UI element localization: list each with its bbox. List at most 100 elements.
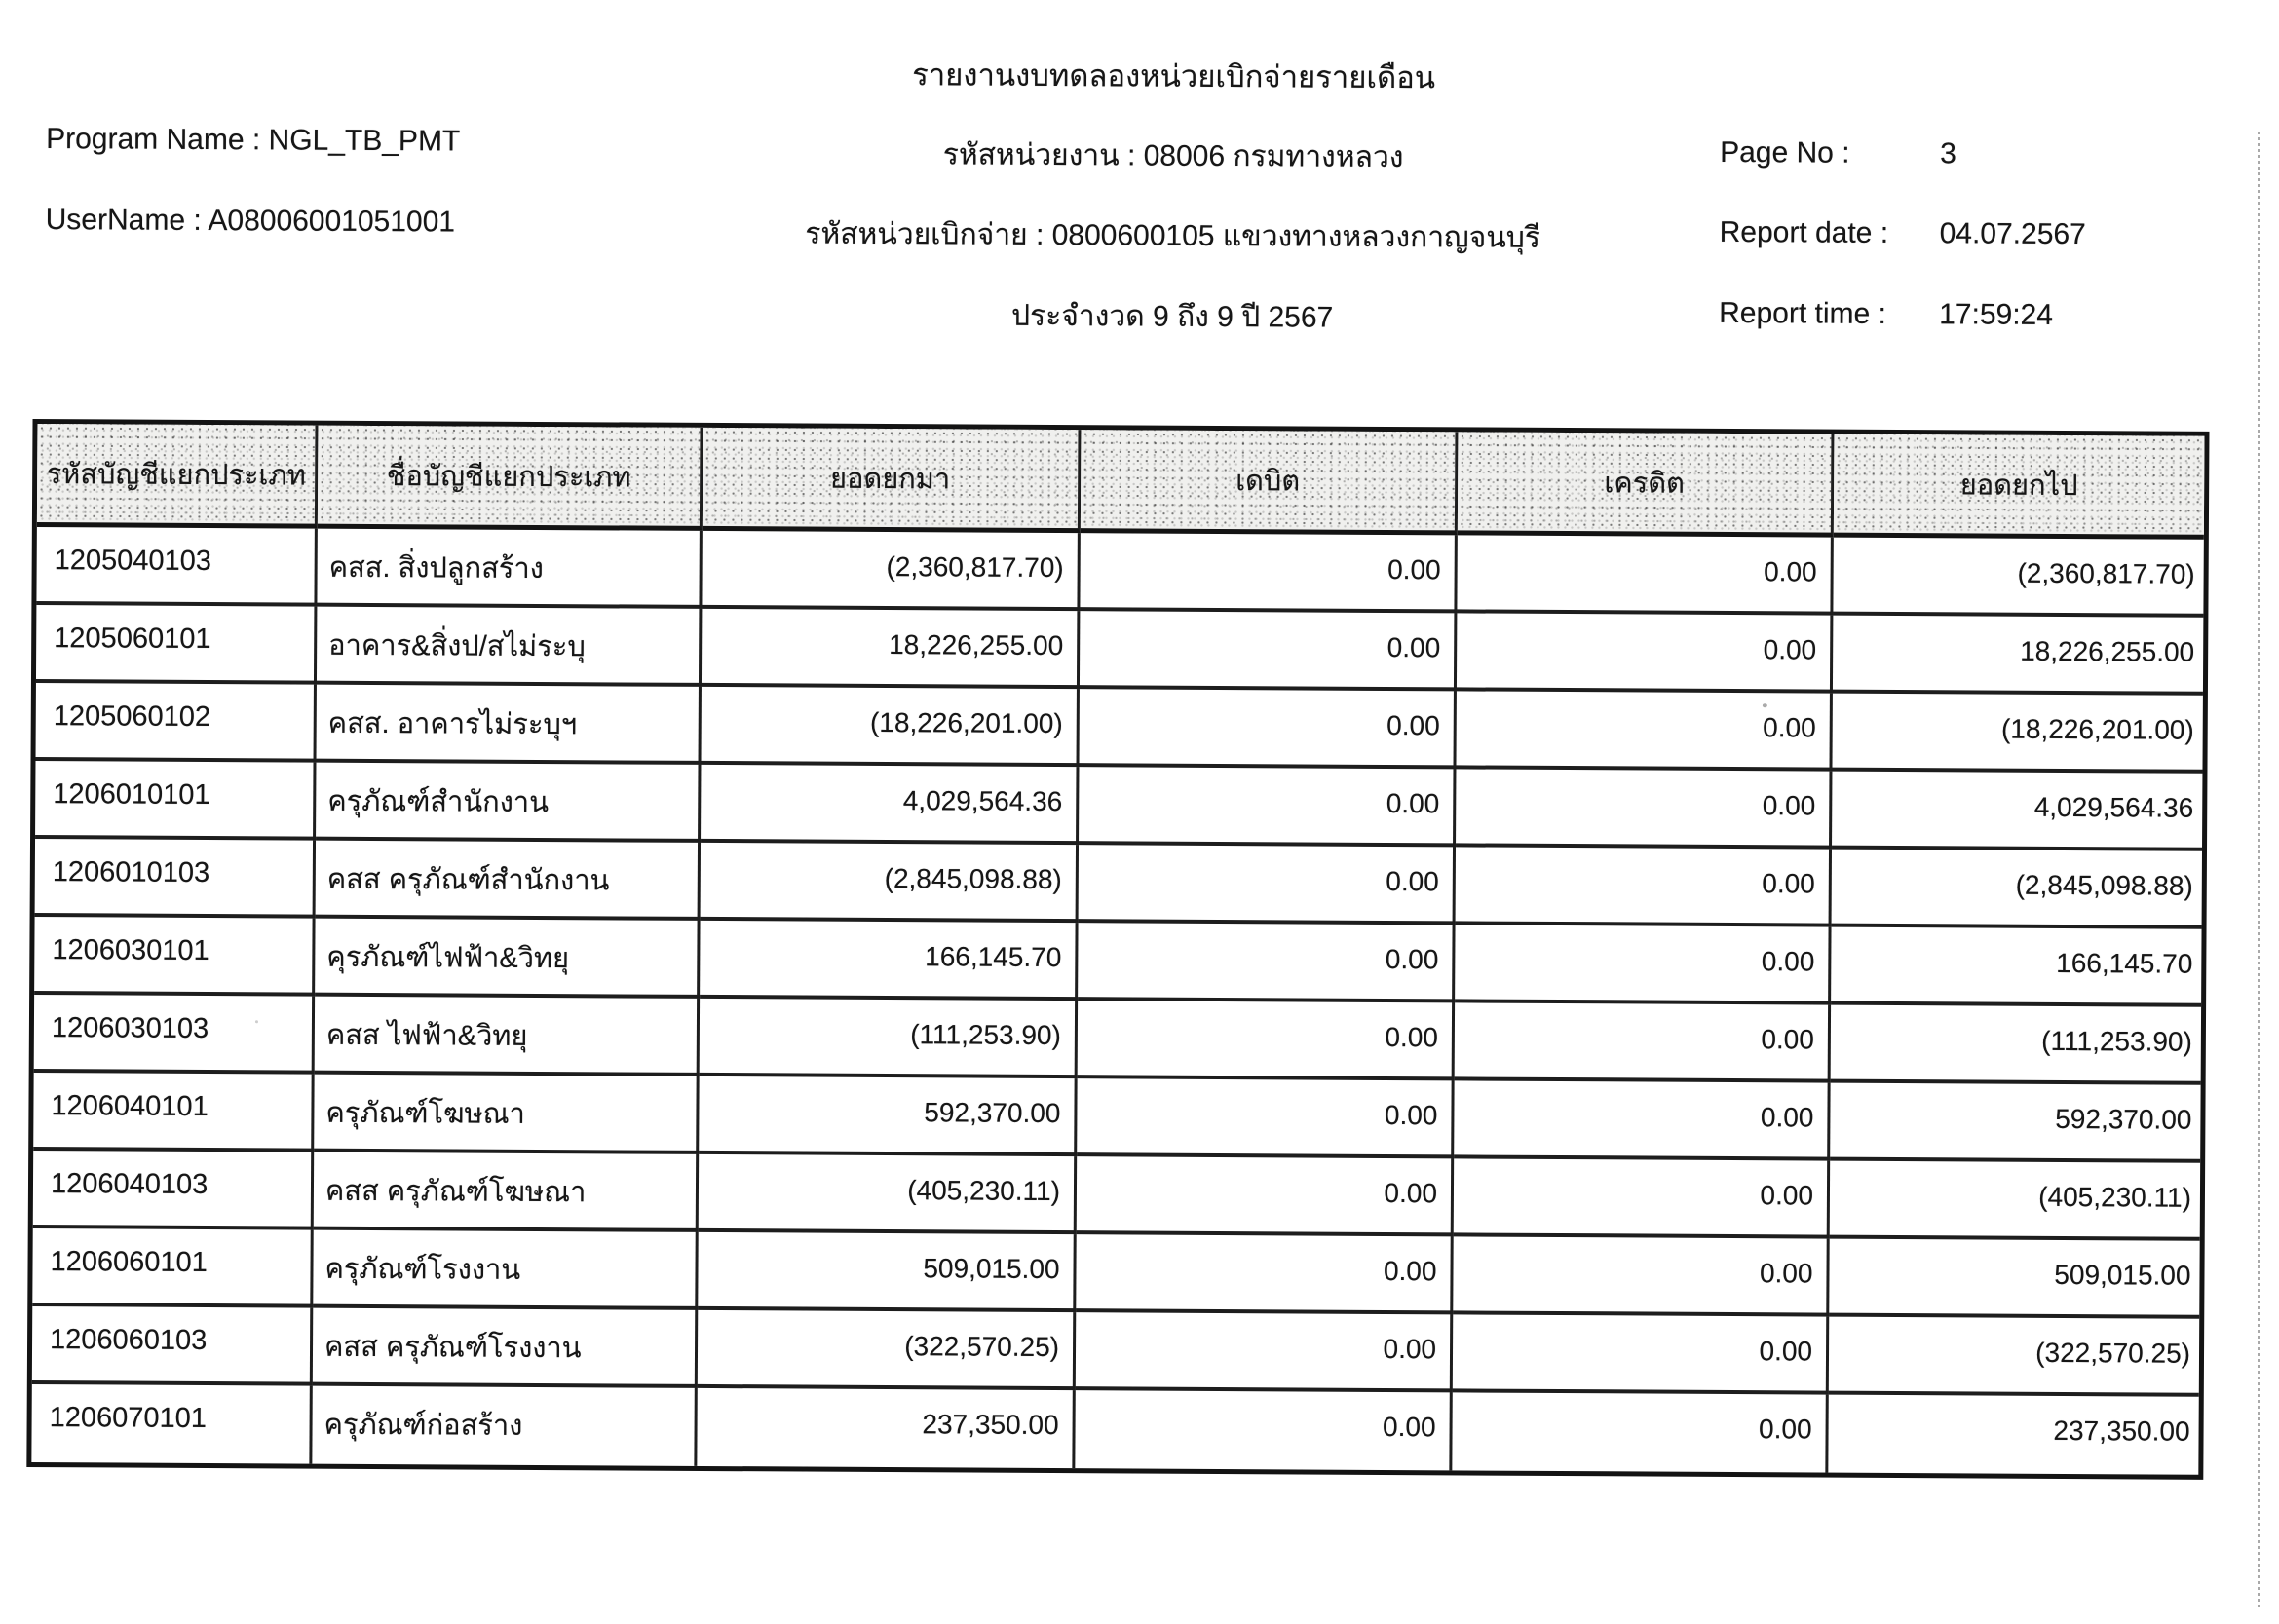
ending-balance-cell: (111,253.90) [1830, 1004, 2202, 1085]
account-name-cell: คสส ครุภัณฑ์โฆษณา [313, 1152, 700, 1232]
debit-cell: 0.00 [1077, 1001, 1456, 1081]
ending-balance-cell: 4,029,564.36 [1832, 771, 2203, 851]
account-name-cell: คสส. สิ่งปลูกสร้าง [317, 528, 703, 609]
beginning-balance-cell: (18,226,201.00) [701, 686, 1080, 768]
credit-cell: 0.00 [1453, 1236, 1830, 1317]
debit-cell: 0.00 [1078, 923, 1456, 1003]
ending-balance-cell: 592,370.00 [1830, 1082, 2201, 1163]
program-name-line: Program Name : NGL_TB_PMT [46, 123, 460, 158]
scan-speck [1762, 703, 1767, 708]
username-value: A08006001051001 [208, 205, 456, 239]
beginning-balance-cell: 166,145.70 [700, 920, 1079, 1001]
ending-balance-cell: 166,145.70 [1831, 926, 2202, 1007]
account-name-cell: ครุภัณฑ์สำนักงาน [316, 762, 702, 843]
account-code-cell: 1206060103 [31, 1305, 314, 1386]
debit-cell: 0.00 [1077, 1078, 1455, 1159]
account-code-cell: 1205060101 [35, 604, 318, 685]
credit-cell: 0.00 [1454, 1080, 1831, 1161]
ending-balance-cell: 237,350.00 [2053, 1415, 2190, 1447]
credit-cell: 0.00 [1452, 1314, 1830, 1395]
report-date-value: 04.07.2567 [1939, 217, 2086, 251]
period-line: ประจำงวด 9 ถึง 9 ปี 2567 [1010, 299, 1334, 334]
debit-cell: 0.00 [1079, 611, 1458, 692]
trial-balance-table: รหัสบัญชีแยกประเภท ชื่อบัญชีแยกประเภท ยอ… [26, 418, 2210, 1480]
agency-code-line: รหัสหน่วยงาน : 08006 กรมทางหลวง [942, 138, 1404, 174]
account-name-cell: ครุภัณฑ์โรงงาน [313, 1229, 699, 1310]
column-header-debit: เดบิต [1080, 430, 1459, 536]
username-line: UserName : A08006001051001 [46, 204, 456, 239]
ending-balance-cell: (18,226,201.00) [1832, 693, 2203, 774]
beginning-balance-cell: (111,253.90) [699, 998, 1079, 1079]
debit-cell: 0.00 [1076, 1234, 1454, 1315]
debit-cell: 0.00 [1079, 689, 1457, 770]
account-code-cell: 1206010103 [34, 838, 317, 919]
debit-cell: 0.00 [1076, 1156, 1455, 1237]
account-name-cell: คุรภัณฑ์ไฟฟ้า&วิทยุ [315, 918, 701, 999]
column-header-credit: เครดิต [1457, 432, 1835, 538]
username-label: UserName : [45, 204, 202, 237]
credit-cell: 0.00 [1455, 925, 1832, 1005]
credit-cell: 0.00 [1456, 691, 1833, 772]
disbursement-unit-line: รหัสหน่วยเบิกจ่าย : 0800600105 แขวงทางหล… [805, 217, 1541, 254]
credit-cell: 0.00 [1456, 769, 1833, 850]
account-name-cell: อาคาร&สิ่งป/สไม่ระบุ [316, 606, 703, 687]
ending-balance-cell: 18,226,255.00 [1832, 615, 2204, 696]
account-name-cell: คสส ครุภัณฑ์สำนักงาน [315, 840, 702, 921]
account-name-cell: ครุภัณฑ์ก่อสร้าง [312, 1385, 698, 1466]
ending-balance-cell: (2,360,817.70) [1833, 537, 2204, 618]
account-code-cell: 1206040101 [33, 1072, 315, 1152]
beginning-balance-cell: 509,015.00 [698, 1231, 1077, 1313]
account-code-cell: 1206010101 [35, 760, 317, 841]
report-title: รายงานงบทดลองหน่วยเบิกจ่ายรายเดือน [912, 57, 1436, 95]
account-code-cell: 1206060101 [32, 1227, 314, 1308]
column-header-beginning-balance: ยอดยกมา [702, 427, 1082, 534]
account-code-cell: 1206030103 [33, 994, 316, 1075]
page-no-label: Page No : [1720, 135, 1850, 170]
beginning-balance-cell: (2,845,098.88) [700, 842, 1080, 924]
beginning-balance-cell: (322,570.25) [697, 1309, 1077, 1391]
column-header-account-name: ชื่อบัญชีแยกประเภท [317, 425, 703, 531]
debit-cell: 0.00 [1080, 533, 1458, 614]
credit-cell: 0.00 [1454, 1002, 1832, 1083]
page-no-value: 3 [1940, 137, 1956, 170]
debit-cell: 0.00 [1079, 767, 1457, 848]
report-time-value: 17:59:24 [1939, 298, 2054, 331]
ending-balance-cell: (2,845,098.88) [1831, 849, 2203, 929]
account-name-cell: คสส. อาคารไม่ระบุฯ [316, 684, 702, 765]
credit-cell: 0.00 [1453, 1158, 1831, 1239]
report-time-label: Report time : [1719, 296, 1887, 330]
credit-cell: 0.00 [1456, 613, 1834, 694]
account-name-cell: คสส ครุภัณฑ์โรงงาน [312, 1307, 699, 1388]
credit-cell: 0.00 [1457, 535, 1834, 616]
program-name-value: NGL_TB_PMT [268, 124, 461, 158]
beginning-balance-cell: 237,350.00 [697, 1387, 1076, 1469]
account-code-cell: 1205060102 [35, 682, 317, 763]
account-name-cell: คสส ไฟฟ้า&วิทยุ [314, 996, 701, 1076]
ending-balance-cell: (322,570.25) [1828, 1316, 2200, 1397]
column-header-ending-balance: ยอดยกไป [1833, 434, 2205, 540]
page-edge-perforation-dots [2258, 132, 2260, 1607]
column-header-account-code: รหัสบัญชีแยกประเภท [36, 423, 319, 529]
program-name-label: Program Name : [46, 123, 261, 157]
beginning-balance-cell: (405,230.11) [698, 1153, 1078, 1235]
beginning-balance-cell: (2,360,817.70) [702, 530, 1081, 612]
account-code-cell: 1206070101 [31, 1383, 313, 1464]
account-code-cell: 1205040103 [36, 526, 318, 607]
report-date-label: Report date : [1719, 215, 1889, 249]
ending-balance-cell: (405,230.11) [1829, 1160, 2201, 1241]
ending-balance-cell: 509,015.00 [1829, 1238, 2200, 1319]
scan-speck [254, 1020, 258, 1024]
debit-cell: 0.00 [1075, 1390, 1453, 1471]
account-code-cell: 1206040103 [32, 1150, 315, 1230]
credit-cell: 0.00 [1452, 1392, 1829, 1473]
beginning-balance-cell: 592,370.00 [699, 1076, 1078, 1157]
beginning-balance-cell: 18,226,255.00 [701, 608, 1081, 690]
account-code-cell: 1206030101 [34, 916, 316, 997]
account-name-cell: ครุภัณฑ์โฆษณา [314, 1074, 700, 1154]
debit-cell: 0.00 [1078, 845, 1457, 925]
credit-cell: 0.00 [1455, 847, 1833, 927]
debit-cell: 0.00 [1075, 1312, 1454, 1393]
beginning-balance-cell: 4,029,564.36 [701, 764, 1080, 846]
